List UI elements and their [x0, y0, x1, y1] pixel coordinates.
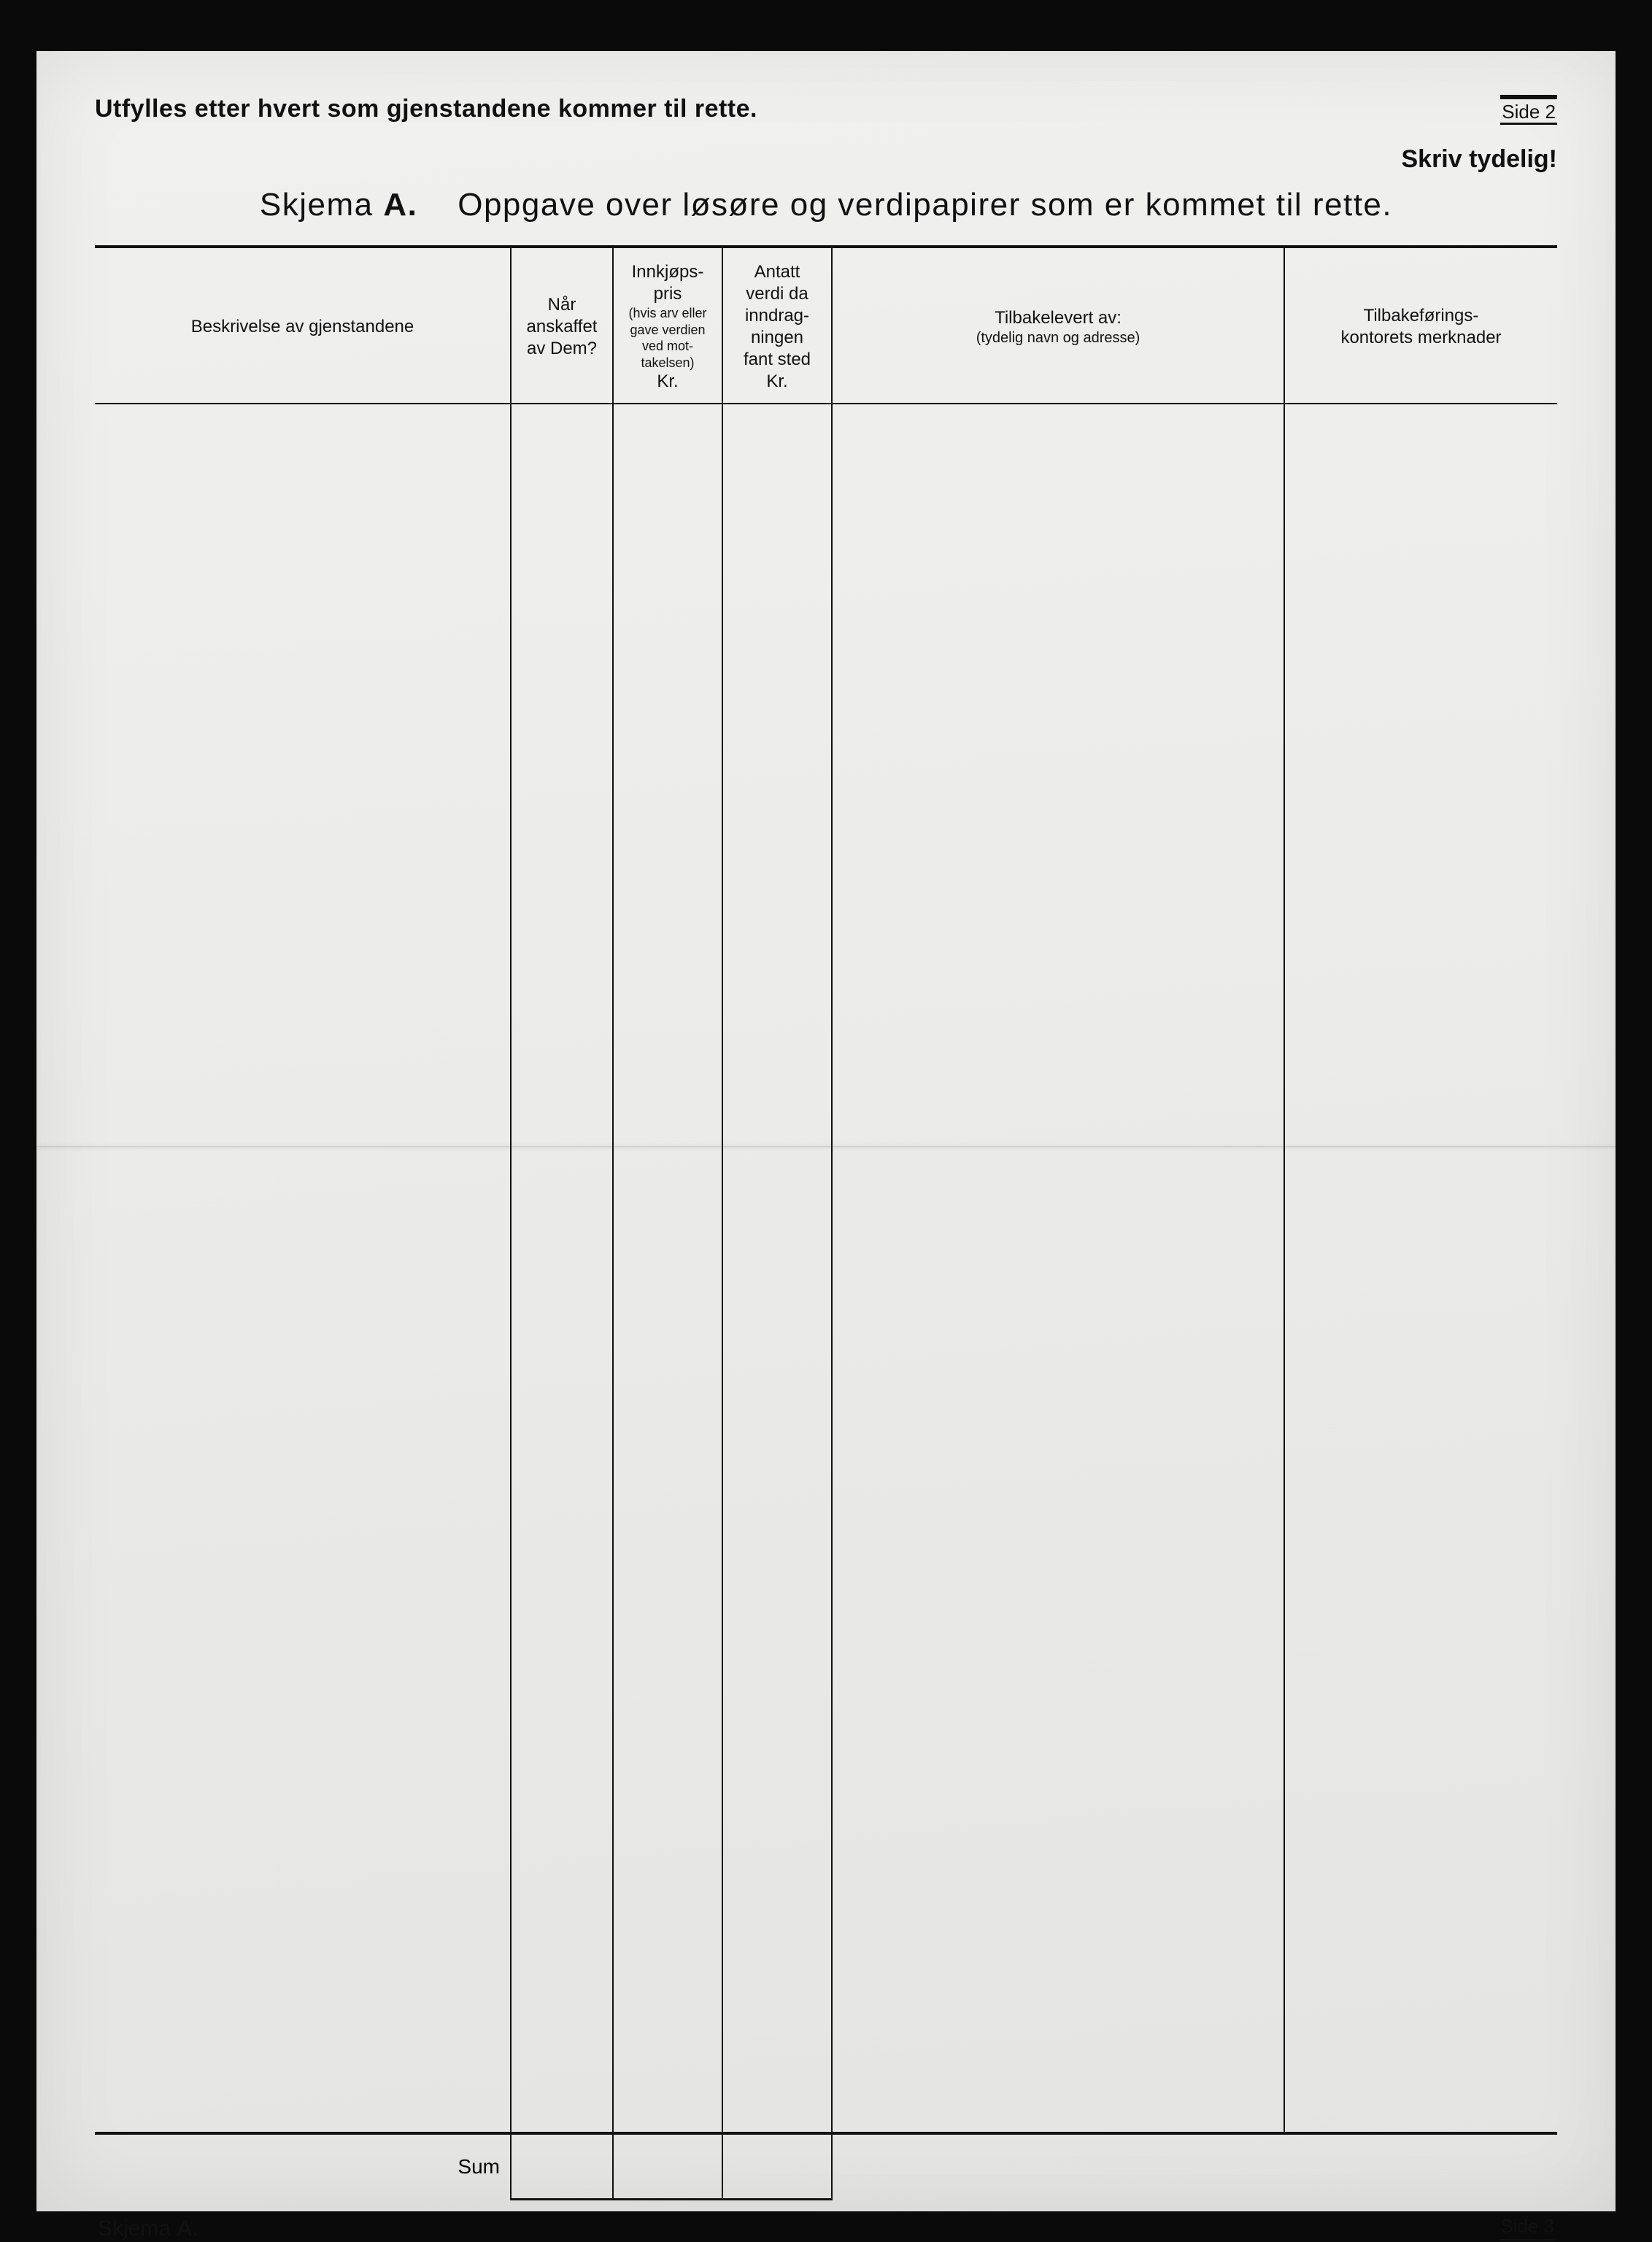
title-letter: A.	[383, 187, 417, 223]
form-page: Utfylles etter hvert som gjenstandene ko…	[36, 51, 1616, 2211]
sum-row: Sum	[95, 2133, 1557, 2199]
page-number-top: Side 2	[1500, 95, 1557, 125]
table-body-row	[95, 404, 1557, 2133]
col-when-acquired: Når anskaffet av Dem?	[511, 247, 613, 404]
sum-notes	[1284, 2133, 1557, 2199]
footer-left: Skjema A.	[98, 2216, 198, 2241]
cell-returned-by[interactable]	[832, 404, 1284, 2133]
sum-label: Sum	[458, 2155, 500, 2178]
page-number-bottom: Side 3	[1500, 2215, 1554, 2241]
form-title: Skjema A. Oppgave over løsøre og verdipa…	[95, 187, 1557, 223]
cell-when[interactable]	[511, 404, 613, 2133]
instruction-text: Utfylles etter hvert som gjenstandene ko…	[95, 95, 757, 123]
table-wrap: Beskrivelse av gjenstandene Når anskaffe…	[95, 245, 1557, 2200]
col-assumed-value: Antatt verdi da inndrag- ningen fant ste…	[722, 247, 832, 404]
cell-notes[interactable]	[1284, 404, 1557, 2133]
footer-schema-letter: A.	[177, 2216, 198, 2241]
cell-description[interactable]	[95, 404, 511, 2133]
write-clearly-label: Skriv tydelig!	[95, 145, 1557, 174]
footer-schema-prefix: Skjema	[98, 2216, 171, 2241]
col-office-notes: Tilbakeførings- kontorets merknader	[1284, 247, 1557, 404]
form-table: Beskrivelse av gjenstandene Når anskaffe…	[95, 245, 1557, 2200]
top-row: Utfylles etter hvert som gjenstandene ko…	[95, 95, 1557, 125]
title-prefix: Skjema	[260, 187, 374, 223]
col-returned-by: Tilbakelevert av: (tydelig navn og adres…	[832, 247, 1284, 404]
col-purchase-price: Innkjøps- pris (hvis arv eller gave verd…	[613, 247, 722, 404]
col-description-label: Beskrivelse av gjenstandene	[191, 317, 414, 336]
sum-price[interactable]	[613, 2133, 722, 2199]
sum-value[interactable]	[722, 2133, 832, 2199]
cell-value[interactable]	[722, 404, 832, 2133]
table-header-row: Beskrivelse av gjenstandene Når anskaffe…	[95, 247, 1557, 404]
footer: Skjema A. Side 3	[95, 2215, 1557, 2241]
title-rest: Oppgave over løsøre og verdipapirer som …	[458, 187, 1392, 223]
cell-price[interactable]	[613, 404, 722, 2133]
sum-when[interactable]	[511, 2133, 613, 2199]
col-description: Beskrivelse av gjenstandene	[95, 247, 511, 404]
sum-returned	[832, 2133, 1284, 2199]
sum-label-cell: Sum	[95, 2133, 511, 2199]
